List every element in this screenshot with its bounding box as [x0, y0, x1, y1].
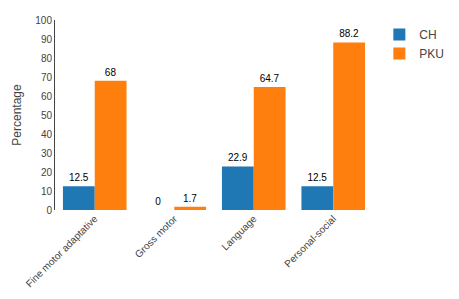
svg-text:80: 80: [41, 53, 53, 64]
svg-text:50: 50: [41, 110, 53, 121]
svg-text:40: 40: [41, 129, 53, 140]
svg-text:Fine motor adaptative: Fine motor adaptative: [24, 213, 100, 289]
svg-text:12.5: 12.5: [69, 172, 89, 183]
svg-text:70: 70: [41, 72, 53, 83]
svg-text:PKU: PKU: [419, 47, 444, 61]
svg-text:60: 60: [41, 91, 53, 102]
svg-text:30: 30: [41, 148, 53, 159]
svg-text:1.7: 1.7: [183, 193, 197, 204]
svg-text:20: 20: [41, 167, 53, 178]
svg-text:Personal-social: Personal-social: [282, 213, 338, 269]
svg-text:CH: CH: [419, 28, 436, 42]
svg-text:100: 100: [35, 15, 52, 26]
svg-text:Language: Language: [219, 213, 259, 253]
svg-text:Percentage: Percentage: [10, 84, 24, 146]
svg-text:64.7: 64.7: [260, 73, 280, 84]
svg-text:22.9: 22.9: [228, 152, 248, 163]
svg-text:0: 0: [155, 196, 161, 207]
svg-text:88.2: 88.2: [339, 28, 359, 39]
svg-text:10: 10: [41, 186, 53, 197]
svg-text:Gross motor: Gross motor: [133, 213, 180, 260]
svg-text:0: 0: [46, 205, 52, 216]
svg-text:12.5: 12.5: [307, 172, 327, 183]
svg-text:68: 68: [105, 67, 117, 78]
svg-text:90: 90: [41, 34, 53, 45]
